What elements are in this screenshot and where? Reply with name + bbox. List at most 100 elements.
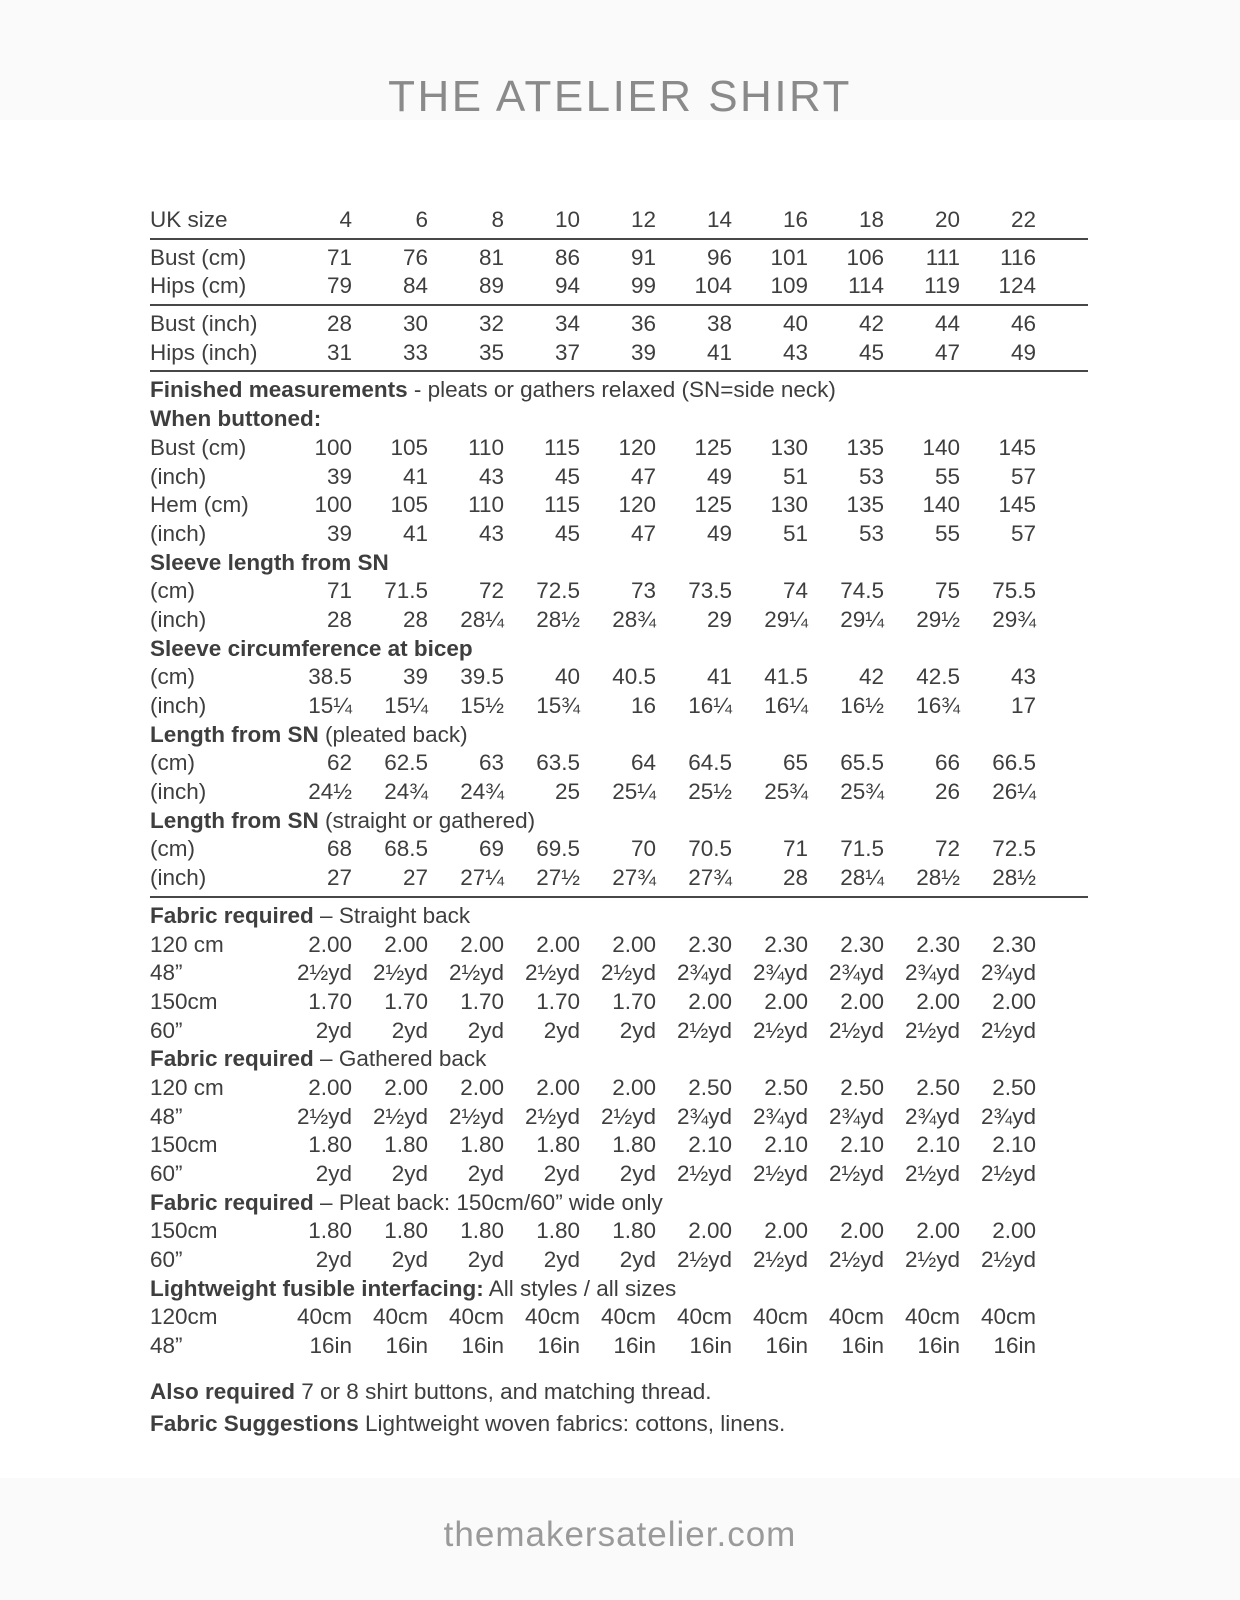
cell-value: 6 — [415, 207, 428, 232]
cell-value: 1.80 — [460, 1218, 504, 1244]
cell-value: 2.00 — [460, 931, 504, 957]
cell-value: 2yd — [543, 1017, 580, 1043]
table-row: Hips (cm) 79 84 89 94 99 104 109 114 119 124 — [150, 272, 1088, 301]
cell-value: 28¾ — [612, 606, 656, 632]
cell-value: 2.10 — [916, 1132, 960, 1158]
cell-value: 125 — [694, 434, 732, 460]
cell-value: 25¾ — [840, 779, 884, 805]
cell-value: 1.70 — [536, 988, 580, 1014]
cell-value: 2.50 — [688, 1074, 732, 1100]
cell-value: 69.5 — [536, 836, 580, 862]
divider-line — [150, 237, 1088, 240]
table-row: 48” 2½yd 2½yd 2½yd 2½yd 2½yd 2¾yd 2¾yd 2¾yd 2¾yd 2… — [150, 1103, 1088, 1132]
cell-value: 100 — [314, 492, 352, 518]
cell-value: 16¾ — [916, 693, 960, 718]
cell-value: 2¾yd — [980, 1103, 1036, 1129]
cell-value: 25 — [554, 779, 580, 805]
table-row: 120 cm 2.00 2.00 2.00 2.00 2.00 2.30 2.30 2.30 2.… — [150, 931, 1088, 960]
section-header-regular-text: (straight or gathered) — [318, 807, 536, 833]
cell-value: 89 — [478, 273, 504, 299]
cell-value: 57 — [1010, 463, 1036, 489]
cell-value: 2yd — [315, 1161, 352, 1186]
cell-value: 2yd — [315, 1017, 352, 1043]
cell-value: 45 — [554, 520, 580, 546]
cell-value: 1.70 — [612, 988, 656, 1014]
row-label: (cm) — [150, 578, 195, 604]
cell-value: 2½yd — [296, 960, 352, 986]
row-label: 48” — [150, 1333, 183, 1359]
cell-value: 16 — [782, 207, 808, 232]
cell-value: 64.5 — [688, 750, 732, 776]
cell-value: 74 — [782, 578, 808, 604]
cell-value: 35 — [478, 339, 504, 365]
cell-value: 135 — [846, 434, 884, 460]
cell-value: 2.30 — [764, 931, 808, 957]
cell-value: 2.30 — [840, 931, 884, 957]
cell-value: 40cm — [372, 1304, 428, 1330]
cell-value: 40 — [782, 311, 808, 337]
cell-value: 16in — [917, 1333, 960, 1359]
cell-value: 62.5 — [384, 750, 428, 776]
cell-value: 24¾ — [460, 779, 504, 805]
note-regular-text: 7 or 8 shirt buttons, and matching threa… — [295, 1379, 712, 1404]
row-label: Bust (cm) — [150, 244, 247, 270]
cell-value: 26 — [934, 779, 960, 805]
cell-value: 2.00 — [384, 931, 428, 957]
cell-value: 47 — [934, 339, 960, 365]
cell-value: 70.5 — [688, 836, 732, 862]
cell-value: 53 — [858, 520, 884, 546]
row-label: (inch) — [150, 520, 207, 546]
cell-value: 2.10 — [688, 1132, 732, 1158]
cell-value: 72 — [934, 836, 960, 862]
cell-value: 16in — [309, 1333, 352, 1359]
section-header-regular-text: (pleated back) — [318, 721, 468, 747]
cell-value: 2½yd — [448, 1103, 504, 1129]
top-band — [0, 0, 1240, 120]
section-header-bold-text: Length from SN — [150, 721, 319, 747]
cell-value: 76 — [402, 244, 428, 270]
cell-value: 2½yd — [524, 1103, 580, 1129]
section-header: Length from SN (pleated back) — [150, 721, 1088, 750]
cell-value: 16¼ — [764, 693, 808, 718]
cell-value: 22 — [1010, 207, 1036, 232]
cell-value: 24½ — [308, 779, 352, 805]
cell-value: 2½yd — [600, 1103, 656, 1129]
cell-value: 27¼ — [460, 865, 504, 891]
cell-value: 100 — [314, 434, 352, 460]
cell-value: 12 — [630, 207, 656, 232]
section-header-bold-text: Fabric required — [150, 1189, 314, 1215]
cell-value: 29¼ — [764, 606, 808, 632]
cell-value: 41 — [706, 339, 732, 365]
table-row: Bust (inch) 28 30 32 34 36 38 40 42 44 46 — [150, 310, 1088, 339]
cell-value: 70 — [630, 836, 656, 862]
row-label: (inch) — [150, 779, 207, 805]
table-row: Bust (cm) 71 76 81 86 91 96 101 106 111 116 — [150, 244, 1088, 273]
cell-value: 28¼ — [460, 606, 504, 632]
cell-value: 2½yd — [372, 960, 428, 986]
table-row: (cm) 71 71.5 72 72.5 73 73.5 74 74.5 75 75.5 — [150, 577, 1088, 606]
cell-value: 40cm — [904, 1304, 960, 1330]
cell-value: 74.5 — [840, 578, 884, 604]
cell-value: 110 — [468, 434, 504, 460]
cell-value: 2½yd — [904, 1247, 960, 1273]
cell-value: 2.00 — [764, 1218, 808, 1244]
cell-value: 1.80 — [384, 1132, 428, 1158]
cell-value: 16in — [689, 1333, 732, 1359]
cell-value: 28 — [326, 311, 352, 337]
table-row: Hem (cm) 100 105 110 115 120 125 130 135 140 145 — [150, 491, 1088, 520]
cell-value: 55 — [934, 463, 960, 489]
cell-value: 49 — [706, 463, 732, 489]
row-label: 120cm — [150, 1304, 218, 1330]
cell-value: 2.00 — [840, 988, 884, 1014]
cell-value: 2¾yd — [752, 1103, 808, 1129]
row-label: 48” — [150, 1103, 183, 1129]
note-bold-text: Fabric Suggestions — [150, 1410, 359, 1436]
cell-value: 124 — [998, 273, 1036, 299]
cell-value: 40cm — [600, 1304, 656, 1330]
cell-value: 94 — [554, 273, 580, 299]
section-header-regular-text: - pleats or gathers relaxed (SN=side nec… — [407, 377, 836, 403]
cell-value: 2.30 — [916, 931, 960, 957]
cell-value: 73.5 — [688, 578, 732, 604]
cell-value: 2.00 — [688, 988, 732, 1014]
section-header-regular-text: All styles / all sizes — [483, 1275, 677, 1301]
